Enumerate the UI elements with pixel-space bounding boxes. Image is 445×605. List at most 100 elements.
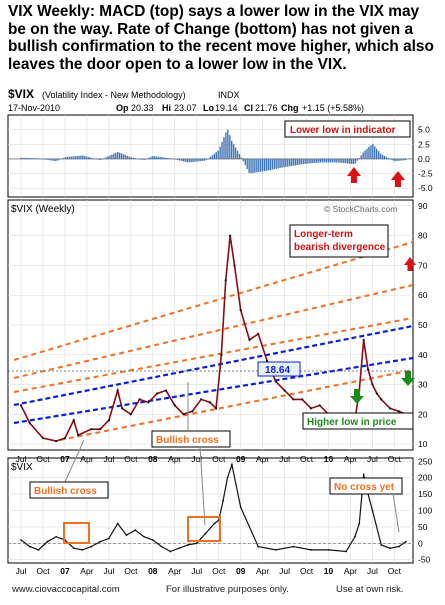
macd-bar — [24, 157, 26, 159]
y-tick-label: 50 — [418, 522, 428, 532]
price-point — [208, 401, 212, 404]
roc-point — [151, 539, 154, 541]
macd-bar — [207, 158, 210, 159]
x-tick-label: Oct — [388, 454, 402, 464]
macd-bar — [20, 157, 22, 159]
quote-hi: 23.07 — [174, 103, 197, 113]
macd-bar — [348, 158, 351, 164]
index-tag: INDX — [218, 90, 240, 100]
footer-disclaimer-1: For illustrative purposes only. — [166, 584, 289, 595]
macd-bar — [354, 158, 357, 164]
macd-bar — [82, 155, 84, 159]
macd-bar — [377, 151, 380, 159]
macd-bar — [232, 144, 235, 159]
macd-bar — [109, 155, 111, 159]
macd-bar — [198, 158, 200, 162]
x-tick-label: Apr — [344, 454, 357, 464]
macd-bar — [383, 155, 386, 159]
x-tick-label: Oct — [36, 454, 50, 464]
macd-bar — [323, 158, 326, 163]
price-point — [90, 428, 93, 431]
y-tick-label: 10 — [418, 439, 428, 449]
roc-point — [46, 540, 49, 543]
macd-bar — [316, 158, 318, 163]
macd-bar — [66, 156, 69, 159]
macd-bar — [234, 147, 237, 159]
price-point — [147, 401, 150, 404]
x-tick-label: 09 — [236, 454, 246, 464]
macd-bar — [142, 158, 144, 160]
price-point — [318, 404, 321, 407]
quote-op: 20.33 — [131, 103, 154, 113]
macd-bar — [167, 158, 169, 159]
x-tick-label: 07 — [60, 454, 70, 464]
x-tick-label: Jul — [16, 454, 27, 464]
roc-point — [239, 506, 242, 509]
macd-bar — [302, 158, 304, 165]
price-point — [301, 398, 304, 401]
quote-chg: +1.15 (+5.58%) — [302, 103, 364, 113]
macd-bar — [319, 158, 322, 163]
y-tick-label: 200 — [418, 473, 432, 483]
roc-point — [389, 547, 391, 550]
macd-bar — [335, 158, 337, 163]
price-point — [229, 234, 232, 237]
annotation-bullish-cross-price: Bullish cross — [156, 435, 219, 446]
macd-bar — [227, 129, 229, 159]
macd-bar — [57, 158, 59, 161]
macd-bar — [271, 158, 274, 170]
roc-point — [169, 550, 172, 553]
channel-line-lower — [59, 369, 414, 441]
macd-bar — [252, 158, 254, 173]
macd-bar — [368, 146, 370, 159]
annotation-no-cross-box — [329, 477, 403, 495]
macd-bar — [209, 156, 212, 159]
macd-bar — [401, 158, 403, 161]
macd-bar — [404, 158, 407, 161]
macd-bar — [202, 158, 204, 161]
price-point — [224, 279, 227, 282]
green-arrow-1 — [350, 389, 364, 404]
macd-bar — [39, 158, 42, 160]
price-point — [116, 389, 119, 392]
quote-lo: 19.14 — [215, 103, 238, 113]
price-point — [107, 419, 110, 422]
macd-bar — [333, 158, 335, 163]
macd-bar — [107, 156, 109, 159]
roc-point — [204, 532, 207, 535]
price-point — [380, 398, 383, 401]
price-point — [164, 389, 168, 392]
red-arrow-price — [404, 257, 416, 271]
x-tick-label: Jul — [279, 566, 290, 576]
macd-bar — [219, 146, 221, 159]
price-point — [233, 264, 236, 267]
x-tick-label: Oct — [124, 454, 138, 464]
macd-bar — [93, 158, 96, 160]
roc-point — [187, 544, 189, 546]
y-tick-label: 30 — [418, 380, 428, 390]
macd-bar — [33, 158, 36, 159]
macd-bar — [97, 158, 100, 160]
price-point — [99, 428, 102, 431]
quote-op-label: Op — [116, 103, 129, 113]
macd-bar — [289, 158, 291, 167]
macd-bar — [242, 158, 245, 162]
footer-site[interactable]: www.ciovaccocapital.com — [12, 584, 120, 595]
trendline-blue-upper — [13, 324, 414, 407]
macd-bar — [99, 158, 101, 161]
macd-bar — [165, 157, 167, 159]
symbol-description: (Volatility Index - New Methodology) — [42, 90, 186, 100]
macd-bar — [55, 158, 57, 162]
price-point — [283, 389, 286, 392]
macd-bar — [370, 145, 372, 159]
y-tick-label: 250 — [418, 456, 432, 466]
roc-point — [353, 535, 356, 538]
macd-bar — [58, 158, 61, 160]
macd-bar — [281, 158, 283, 168]
macd-bar — [231, 140, 233, 159]
price-point — [366, 368, 370, 371]
x-tick-label: Jul — [16, 566, 27, 576]
headline: VIX Weekly: MACD (top) says a lower low … — [8, 3, 434, 73]
x-tick-label: 09 — [236, 566, 246, 576]
macd-bar — [296, 158, 299, 165]
